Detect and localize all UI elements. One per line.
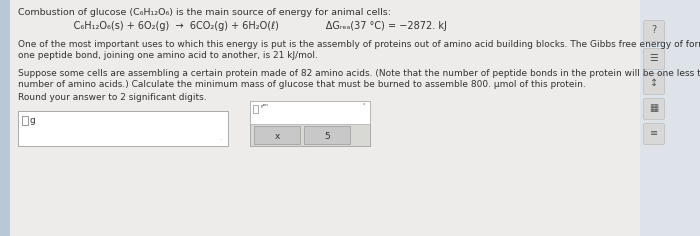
FancyBboxPatch shape xyxy=(643,21,664,42)
Text: Combustion of glucose (C₆H₁₂O₆) is the main source of energy for animal cells:: Combustion of glucose (C₆H₁₂O₆) is the m… xyxy=(18,8,391,17)
Bar xyxy=(22,116,28,125)
Text: One of the most important uses to which this energy is put is the assembly of pr: One of the most important uses to which … xyxy=(18,40,700,49)
Text: 5: 5 xyxy=(324,132,330,141)
Text: ≡: ≡ xyxy=(650,128,658,138)
FancyBboxPatch shape xyxy=(643,73,664,94)
Text: ☰: ☰ xyxy=(650,53,659,63)
Text: g: g xyxy=(30,116,36,125)
Text: x: x xyxy=(274,132,280,141)
Text: C₆H₁₂O₆(s) + 6O₂(g)  →  6CO₂(g) + 6H₂O(ℓ)               ΔGᵣₑₐ(37 °C) = −2872. kJ: C₆H₁₂O₆(s) + 6O₂(g) → 6CO₂(g) + 6H₂O(ℓ) … xyxy=(58,21,447,31)
Bar xyxy=(250,101,370,124)
Bar xyxy=(250,101,370,146)
Text: number of amino acids.) Calculate the minimum mass of glucose that must be burne: number of amino acids.) Calculate the mi… xyxy=(18,80,586,89)
Bar xyxy=(254,126,300,144)
FancyBboxPatch shape xyxy=(643,49,664,69)
Text: rⁿⁿ: rⁿⁿ xyxy=(260,104,268,109)
Text: ?: ? xyxy=(652,25,657,35)
Text: Suppose some cells are assembling a certain protein made of 82 amino acids. (Not: Suppose some cells are assembling a cert… xyxy=(18,69,700,78)
Bar xyxy=(0,0,10,236)
Text: ↕: ↕ xyxy=(650,78,658,88)
Text: Round your answer to 2 significant digits.: Round your answer to 2 significant digit… xyxy=(18,93,206,102)
Text: ': ' xyxy=(362,103,364,112)
Text: ▦: ▦ xyxy=(650,103,659,113)
Text: .: . xyxy=(219,133,222,142)
Bar xyxy=(253,105,258,113)
Bar xyxy=(18,111,228,146)
FancyBboxPatch shape xyxy=(643,123,664,144)
Bar xyxy=(640,0,700,236)
Bar xyxy=(304,126,350,144)
FancyBboxPatch shape xyxy=(643,98,664,119)
Text: one peptide bond, joining one amino acid to another, is 21 kJ/mol.: one peptide bond, joining one amino acid… xyxy=(18,51,318,60)
